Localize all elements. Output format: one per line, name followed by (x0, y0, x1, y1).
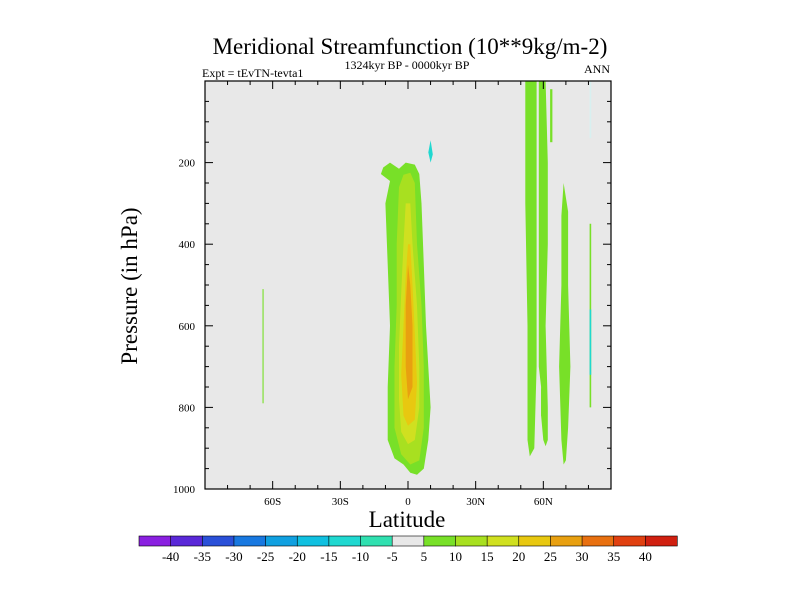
colorbar-label: 35 (607, 549, 620, 564)
period-label: 1324kyr BP - 0000kyr BP (345, 58, 470, 72)
colorbar-labels: -40 -35 -30 -25 -20 -15 -10 -5 5 10 15 20 25 30 35 40 (162, 549, 652, 564)
colorbar-swatch (233, 535, 267, 547)
colorbar-swatch (518, 535, 552, 547)
x-tick-label: 60S (264, 496, 281, 508)
chart-title: Meridional Streamfunction (10**9kg/m-2) (213, 34, 608, 59)
colorbar-swatch (296, 535, 330, 547)
x-tick-label: 0 (405, 496, 411, 508)
cell-north-mid-10 (541, 387, 546, 420)
colorbar-swatch (328, 535, 362, 547)
colorbar-label: -35 (194, 549, 211, 564)
colorbar-label: -20 (289, 549, 306, 564)
colorbar-label: -25 (257, 549, 274, 564)
colorbar-label: 25 (544, 549, 557, 564)
y-tick-label: 200 (179, 158, 196, 170)
cell-north-main-10 (538, 81, 548, 447)
colorbar-swatch (645, 535, 678, 547)
colorbar-label: 20 (512, 549, 525, 564)
colorbar-swatch (581, 535, 615, 547)
colorbar-swatch (423, 535, 457, 547)
colorbar (138, 535, 678, 547)
colorbar-swatch (613, 535, 646, 547)
colorbar-label: 10 (449, 549, 462, 564)
contour-regions (262, 81, 592, 475)
cell-north-right-10 (559, 183, 571, 465)
colorbar-label: -10 (352, 549, 369, 564)
colorbar-swatch (138, 535, 172, 547)
cell-polar-neg-faint (589, 81, 592, 139)
x-tick-label: 30S (332, 496, 349, 508)
colorbar-swatch (170, 535, 203, 547)
colorbar-label: 30 (576, 549, 589, 564)
plot-frame (204, 80, 612, 490)
y-axis-label: Pressure (in hPa) (117, 207, 142, 364)
colorbar-swatch (550, 535, 583, 547)
colorbar-label: 15 (481, 549, 494, 564)
colorbar-swatch (201, 535, 235, 547)
cell-north-thin-10 (550, 89, 553, 143)
cell-tropical-30 (405, 264, 413, 400)
colorbar-label: -40 (162, 549, 179, 564)
cell-north-left-10 (525, 81, 537, 457)
tick-labels: 60S 30S 0 30N 60N 200 400 600 800 1000 (173, 158, 553, 508)
colorbar-swatch (486, 535, 520, 547)
colorbar-swatch (360, 535, 393, 547)
colorbar-label: 40 (639, 549, 652, 564)
colorbar-swatch (265, 535, 298, 547)
y-tick-label: 800 (179, 402, 196, 414)
colorbar-label: -5 (387, 549, 398, 564)
x-axis-label: Latitude (369, 507, 446, 532)
colorbar-swatch (391, 535, 425, 547)
y-tick-label: 400 (179, 239, 196, 251)
y-tick-label: 600 (179, 321, 196, 333)
colorbar-label: 5 (421, 549, 428, 564)
cell-tropical-neg (428, 140, 433, 163)
cell-arctic-neg (589, 309, 592, 375)
season-label: ANN (584, 62, 610, 76)
colorbar-label: -15 (320, 549, 337, 564)
y-tick-label: 1000 (173, 484, 196, 496)
x-tick-label: 30N (466, 496, 485, 508)
colorbar-label: -30 (225, 549, 242, 564)
x-tick-label: 60N (534, 496, 553, 508)
cell-south-60-5 (262, 289, 264, 404)
colorbar-swatch (455, 535, 488, 547)
experiment-label: Expt = tEvTN-tevta1 (202, 66, 303, 80)
